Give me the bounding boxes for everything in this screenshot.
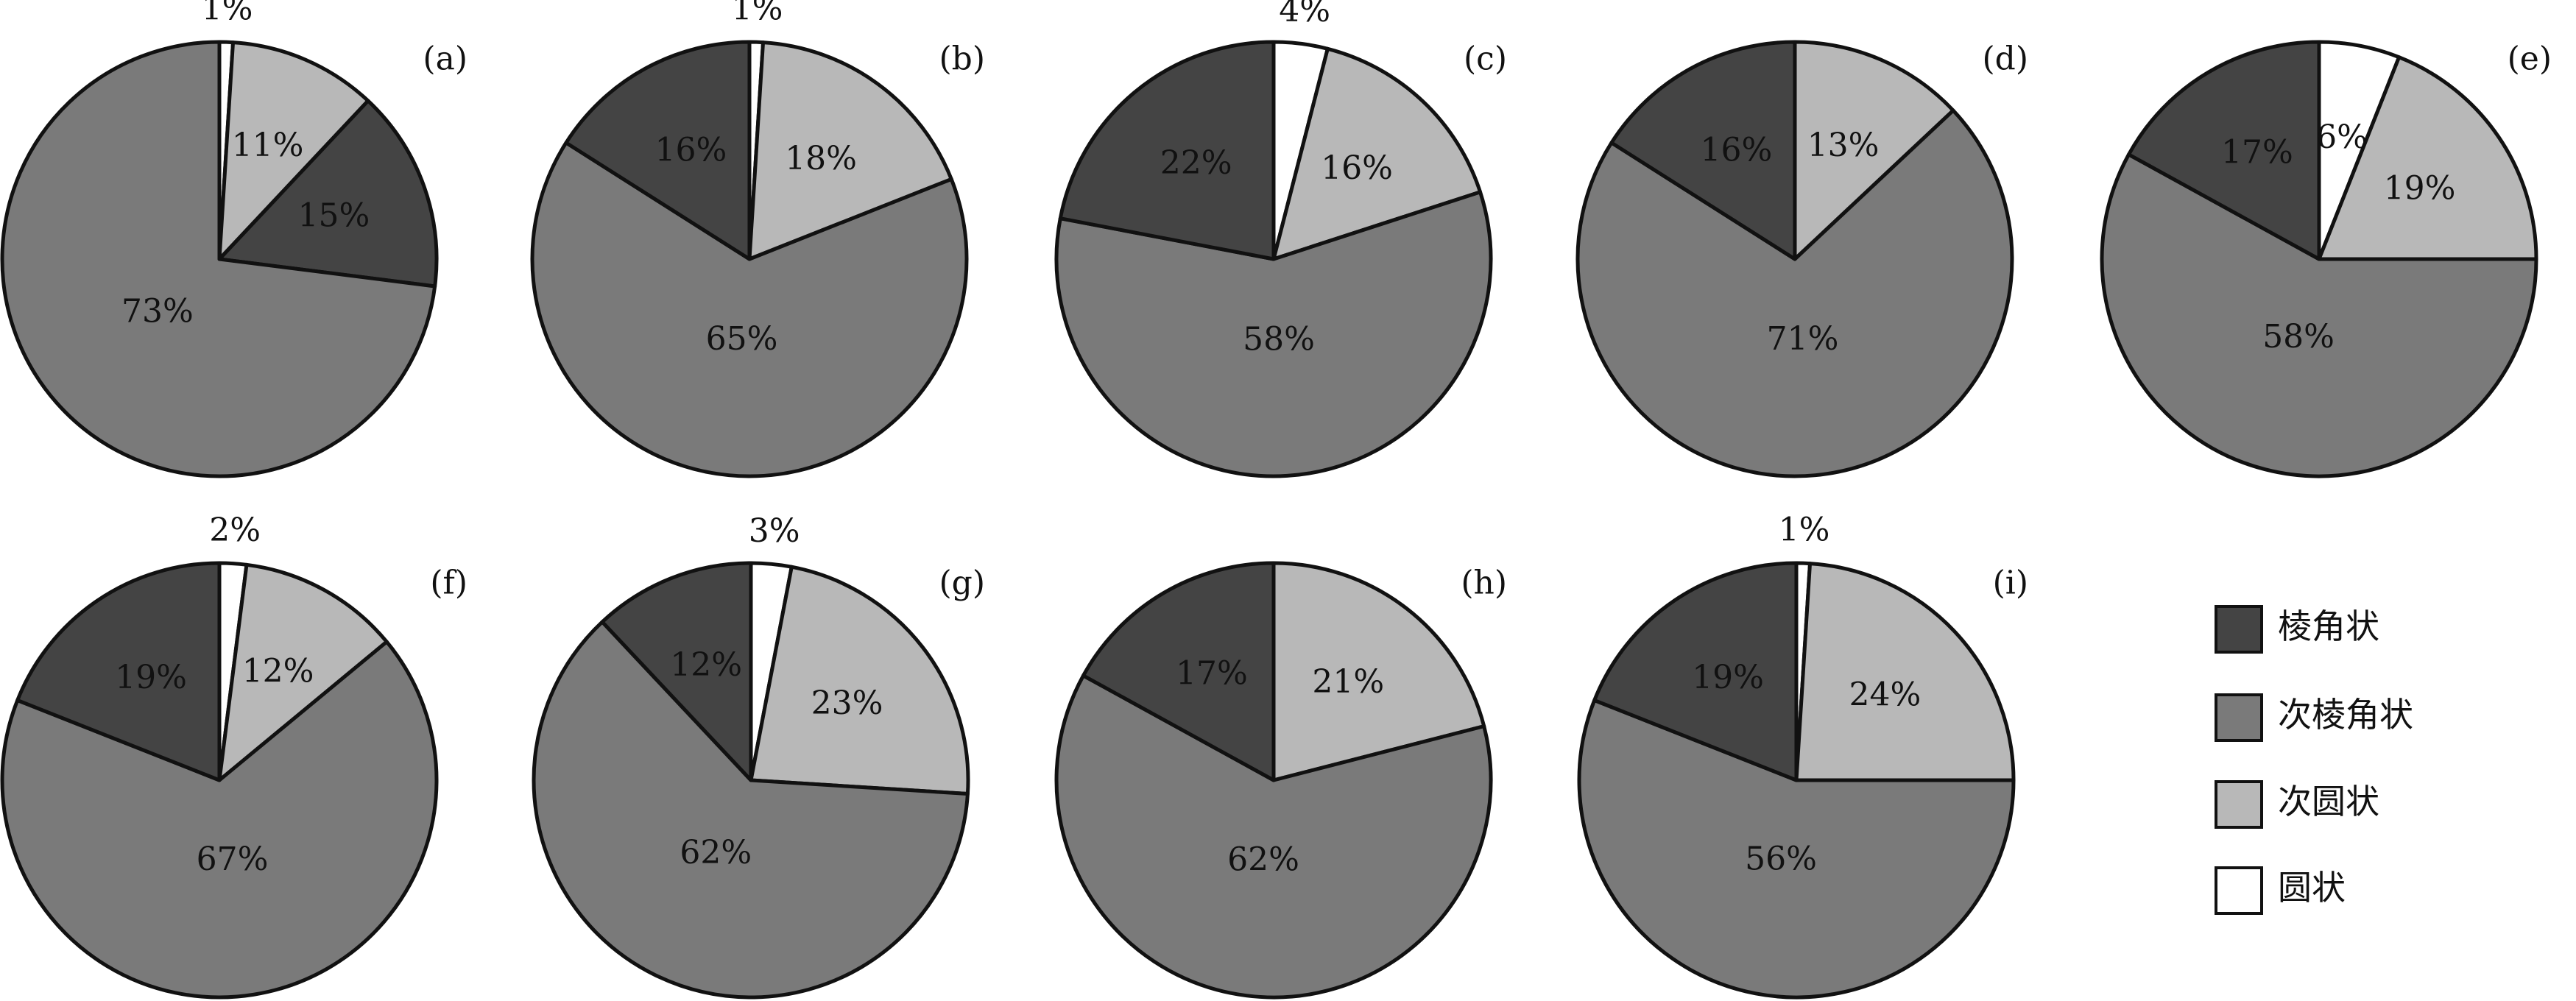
legend-swatch bbox=[2215, 780, 2263, 829]
pie-slice-次棱角状 bbox=[2100, 152, 2538, 478]
panel-label: (g) bbox=[939, 565, 986, 602]
slice-label: 19% bbox=[2384, 170, 2456, 208]
panel-label: (b) bbox=[939, 40, 986, 78]
slice-label: 19% bbox=[1692, 659, 1764, 696]
pie-slice-次棱角状 bbox=[0, 40, 437, 478]
pie-slice-次圆状 bbox=[1794, 562, 2016, 782]
slice-label: 1% bbox=[732, 0, 783, 28]
legend-item: 次圆状 bbox=[2215, 780, 2379, 829]
pie-d: 13% 71% 16% (d) bbox=[1575, 40, 2029, 478]
slice-label: 17% bbox=[2221, 133, 2293, 171]
slice-label: 4% bbox=[1279, 0, 1330, 29]
slice-label: 19% bbox=[115, 659, 187, 696]
pie-slice-棱角状 bbox=[1609, 40, 1797, 261]
slice-label: 58% bbox=[2262, 318, 2335, 356]
pie-slice-次棱角状 bbox=[1054, 673, 1493, 1000]
pie-slice-次棱角状 bbox=[0, 640, 439, 1000]
pie-h: 21% 62% 17% (h) bbox=[1054, 561, 1507, 1000]
pie-f: 2% 12% 67% 19% (f) bbox=[0, 512, 467, 1000]
pie-slice-次圆状 bbox=[2317, 55, 2538, 261]
slice-label: 3% bbox=[749, 512, 800, 550]
pie-slice-棱角状 bbox=[1081, 561, 1276, 782]
slice-label: 13% bbox=[1807, 127, 1880, 164]
pie-a: 1% 11% 15% 73% (a) bbox=[0, 0, 467, 478]
pie-slice-棱角状 bbox=[564, 40, 752, 261]
pie-slice-次棱角状 bbox=[1575, 108, 2014, 478]
slice-label: 1% bbox=[202, 0, 253, 28]
slice-label: 58% bbox=[1243, 320, 1315, 358]
slice-label: 21% bbox=[1312, 663, 1384, 701]
pie-slice-棱角状 bbox=[600, 561, 753, 782]
pie-slice-次棱角状 bbox=[530, 141, 969, 478]
legend-swatch bbox=[2215, 866, 2263, 915]
pie-c: 4% 16% 58% 22% (c) bbox=[1054, 0, 1507, 478]
pie-b: 1% 18% 65% 16% (b) bbox=[530, 0, 986, 478]
legend-swatch bbox=[2215, 605, 2263, 654]
slice-label: 11% bbox=[232, 127, 304, 164]
legend-label: 次圆状 bbox=[2278, 782, 2379, 821]
slice-label: 24% bbox=[1849, 676, 1922, 713]
slice-label: 16% bbox=[1701, 132, 1773, 169]
pie-slice-棱角状 bbox=[1592, 561, 1799, 782]
pie-slice-棱角状 bbox=[1058, 40, 1276, 261]
legend-item: 棱角状 bbox=[2215, 605, 2379, 654]
slice-label: 73% bbox=[121, 293, 194, 330]
pie-e: 6% 19% 58% 17% (e) bbox=[2100, 40, 2552, 478]
slice-label: 62% bbox=[680, 834, 752, 871]
slice-label: 12% bbox=[670, 646, 742, 684]
slice-label: 2% bbox=[209, 512, 261, 549]
slice-label: 16% bbox=[655, 132, 727, 169]
legend-label: 棱角状 bbox=[2278, 606, 2379, 646]
pie-slice-次圆状 bbox=[1793, 40, 1955, 261]
slice-label: 71% bbox=[1767, 320, 1839, 358]
slice-label: 62% bbox=[1227, 841, 1299, 879]
panel-label: (i) bbox=[1993, 565, 2028, 602]
panel-label: (h) bbox=[1461, 565, 1507, 602]
slice-label: 65% bbox=[706, 320, 778, 358]
legend-label: 圆状 bbox=[2278, 868, 2346, 908]
pie-i: 1% 24% 56% 19% (i) bbox=[1577, 512, 2028, 1000]
slice-label: 18% bbox=[785, 140, 857, 177]
slice-label: 16% bbox=[1321, 149, 1393, 187]
slice-label: 22% bbox=[1160, 144, 1232, 182]
pie-slice-次圆状 bbox=[749, 565, 970, 796]
pie-slice-次圆状 bbox=[1271, 46, 1483, 261]
pie-slice-次棱角状 bbox=[1577, 698, 2016, 1000]
slice-label: 15% bbox=[298, 197, 370, 235]
slice-label: 56% bbox=[1745, 841, 1817, 878]
panel-label: (c) bbox=[1464, 40, 1507, 78]
slice-label: 17% bbox=[1176, 654, 1248, 692]
pie-slice-次圆状 bbox=[747, 40, 953, 261]
panel-label: (a) bbox=[423, 40, 467, 78]
pie-g: 3% 23% 62% 12% (g) bbox=[532, 512, 986, 1000]
panel-label: (e) bbox=[2508, 40, 2552, 78]
pie-slice-棱角状 bbox=[217, 99, 439, 289]
slice-label: 1% bbox=[1779, 512, 1830, 549]
pie-slice-次圆状 bbox=[217, 40, 370, 261]
pie-slice-棱角状 bbox=[15, 561, 222, 782]
slice-label: 6% bbox=[2316, 119, 2368, 156]
slice-label: 67% bbox=[197, 841, 269, 878]
pie-slice-次棱角状 bbox=[532, 620, 970, 1000]
legend-item: 圆状 bbox=[2215, 866, 2346, 915]
pie-slice-次圆状 bbox=[1271, 561, 1486, 782]
panel-label: (d) bbox=[1983, 40, 2029, 78]
pie-slice-次棱角状 bbox=[1054, 190, 1493, 478]
legend-label: 次棱角状 bbox=[2278, 695, 2413, 735]
slice-label: 23% bbox=[811, 685, 883, 722]
panel-label: (f) bbox=[430, 565, 467, 602]
legend-swatch bbox=[2215, 693, 2263, 742]
pie-slice-次圆状 bbox=[217, 562, 389, 782]
slice-label: 12% bbox=[242, 653, 314, 690]
pie-slice-棱角状 bbox=[2126, 40, 2321, 261]
legend-item: 次棱角状 bbox=[2215, 693, 2413, 742]
